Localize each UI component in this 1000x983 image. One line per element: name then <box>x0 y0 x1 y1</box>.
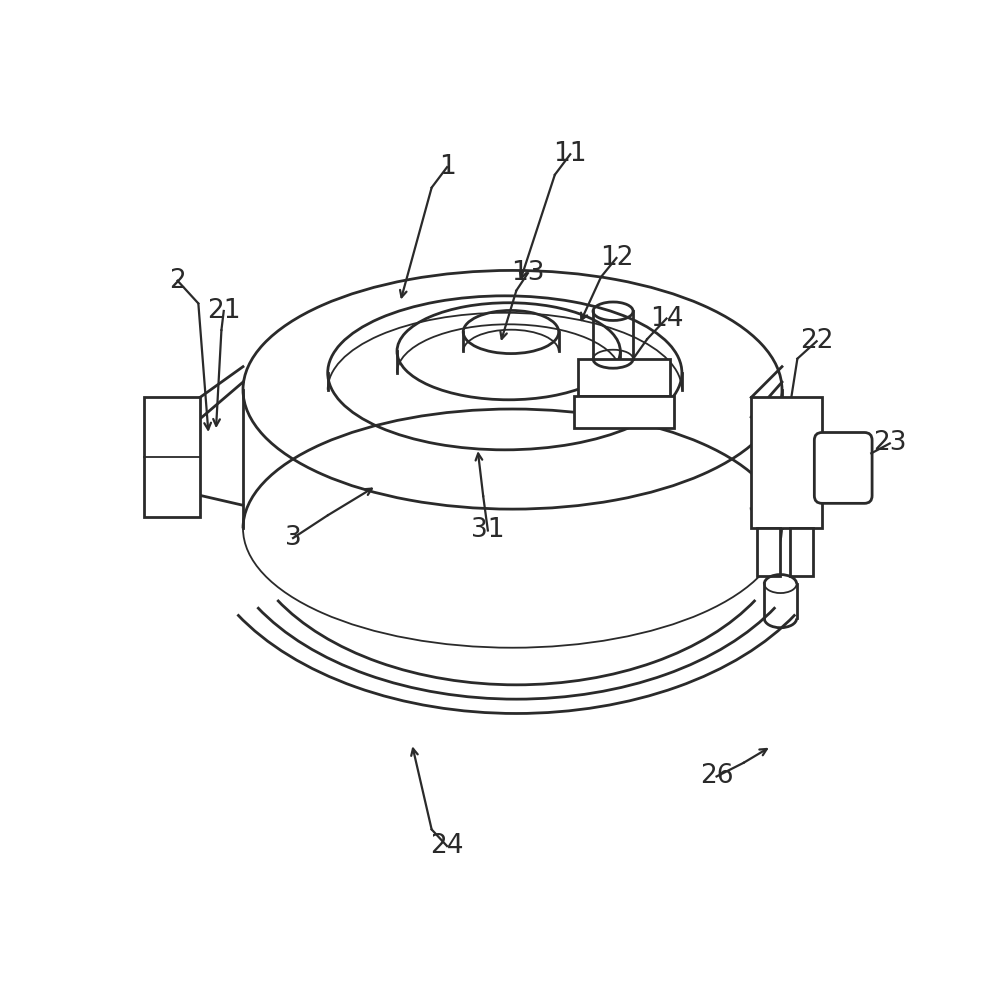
FancyBboxPatch shape <box>757 529 780 576</box>
Text: 11: 11 <box>554 142 587 167</box>
Text: 21: 21 <box>207 298 240 324</box>
Text: 2: 2 <box>169 267 186 294</box>
Text: 1: 1 <box>439 154 455 180</box>
Text: 14: 14 <box>650 306 683 331</box>
FancyBboxPatch shape <box>751 397 822 529</box>
FancyBboxPatch shape <box>814 433 872 503</box>
Text: 24: 24 <box>430 834 464 859</box>
FancyBboxPatch shape <box>574 396 674 429</box>
FancyBboxPatch shape <box>578 359 670 396</box>
Text: 22: 22 <box>800 328 833 354</box>
Text: 12: 12 <box>600 245 633 271</box>
Text: 23: 23 <box>873 431 907 456</box>
Text: 3: 3 <box>285 525 301 551</box>
Text: 26: 26 <box>700 764 733 789</box>
Text: 13: 13 <box>511 260 545 286</box>
FancyBboxPatch shape <box>144 397 200 517</box>
Text: 31: 31 <box>471 517 505 544</box>
FancyBboxPatch shape <box>790 529 813 576</box>
